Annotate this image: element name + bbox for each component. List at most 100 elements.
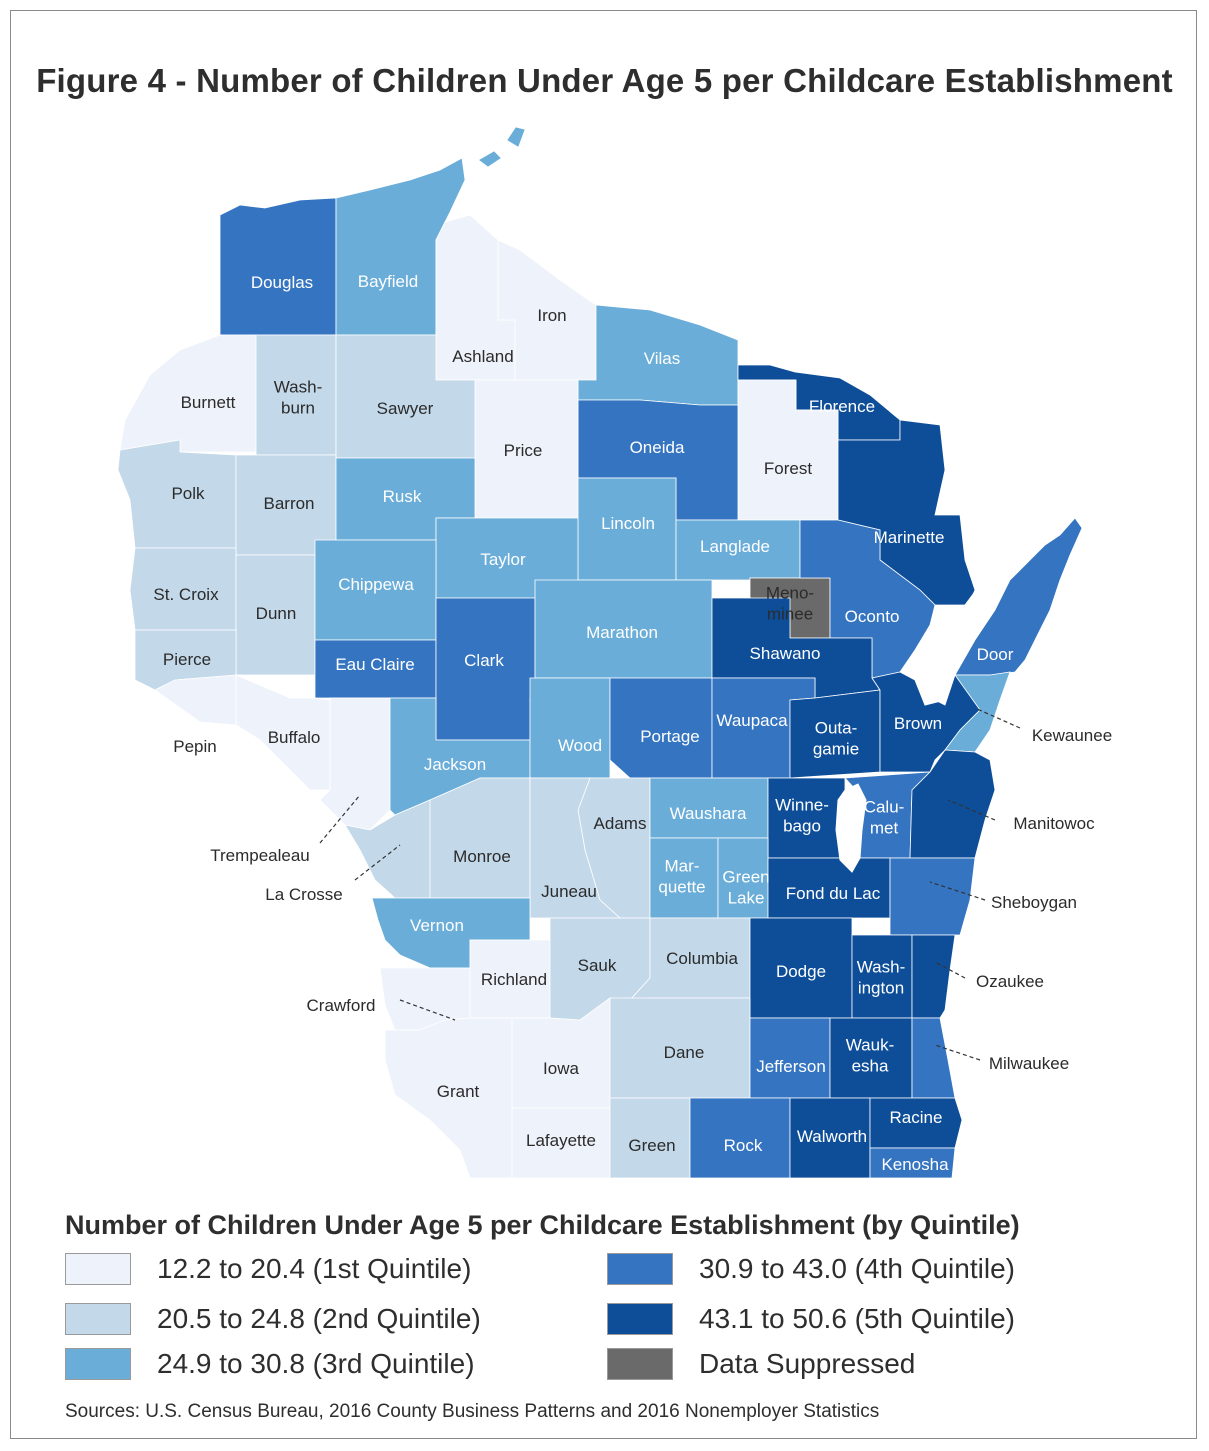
leader-line-kewaunee xyxy=(974,707,1021,729)
county-burnett xyxy=(119,334,257,453)
legend-label: 30.9 to 43.0 (4th Quintile) xyxy=(699,1253,1015,1284)
county-label-wash-ington: Wash-ington xyxy=(857,958,906,998)
county-label-vernon: Vernon xyxy=(410,916,464,935)
legend-label: 20.5 to 24.8 (2nd Quintile) xyxy=(157,1303,481,1334)
county-label-marinette: Marinette xyxy=(874,528,945,547)
county-label-trempealeau: Trempealeau xyxy=(210,846,310,865)
county-trempealeau xyxy=(319,697,391,831)
county-label-chippewa: Chippewa xyxy=(338,575,414,594)
apostle-island-2 xyxy=(507,127,525,147)
county-manitowoc xyxy=(909,749,996,859)
legend-swatch xyxy=(65,1348,131,1380)
leader-line-milwaukee xyxy=(934,1044,981,1061)
leader-line-crawford xyxy=(399,999,456,1021)
county-label-wood: Wood xyxy=(558,736,602,755)
county-racine xyxy=(869,1097,963,1149)
county-label-milwaukee: Milwaukee xyxy=(989,1054,1069,1073)
leader-line-ozaukee xyxy=(934,961,966,979)
county-label-green: Green xyxy=(628,1136,675,1155)
legend-swatch xyxy=(65,1253,131,1285)
legend-swatch xyxy=(607,1303,673,1335)
county-door xyxy=(954,517,1083,676)
county-label-sawyer: Sawyer xyxy=(377,399,434,418)
county-label-oneida: Oneida xyxy=(630,438,685,457)
county-labels: Douglas Bayfield Ashland Iron Vilas Florence F… xyxy=(153,272,1112,1174)
county-monroe xyxy=(429,777,531,899)
county-label-ashland: Ashland xyxy=(452,347,513,366)
figure-frame xyxy=(10,10,1197,1439)
county-label-vilas: Vilas xyxy=(644,349,681,368)
leader-line-la-crosse xyxy=(354,844,401,881)
county-shapes xyxy=(117,157,1083,1179)
county-label-douglas: Douglas xyxy=(251,273,313,292)
county-label-dane: Dane xyxy=(664,1043,705,1062)
county-label-monroe: Monroe xyxy=(453,847,511,866)
county-milwaukee xyxy=(911,1017,956,1099)
water-bodies xyxy=(479,127,993,873)
legend-item-5: 43.1 to 50.6 (5th Quintile) xyxy=(607,1303,1015,1335)
legend-label: 12.2 to 20.4 (1st Quintile) xyxy=(157,1253,472,1284)
county-label-marathon: Marathon xyxy=(586,623,658,642)
county-label-winne-bago: Winne-bago xyxy=(775,796,829,836)
county-label-calu-met: Calu-met xyxy=(864,798,905,838)
county-label-iowa: Iowa xyxy=(543,1059,579,1078)
county-kewaunee xyxy=(944,671,1011,753)
county-sheboygan xyxy=(889,857,976,936)
county-kenosha xyxy=(869,1147,956,1179)
county-label-rock: Rock xyxy=(724,1136,763,1155)
apostle-island-1 xyxy=(479,151,501,167)
county-label-jackson: Jackson xyxy=(424,755,486,774)
county-label-barron: Barron xyxy=(263,494,314,513)
county-label-price: Price xyxy=(504,441,543,460)
county-label-shawano: Shawano xyxy=(750,644,821,663)
county-label-taylor: Taylor xyxy=(480,550,526,569)
county-oconto xyxy=(799,519,936,679)
county-label-wauk-esha: Wauk-esha xyxy=(846,1036,895,1076)
county-label-grant: Grant xyxy=(437,1082,480,1101)
county-label-wash-burn: Wash-burn xyxy=(274,378,323,418)
county-label-richland: Richland xyxy=(481,970,547,989)
county-label-racine: Racine xyxy=(890,1108,943,1127)
county-label-ozaukee: Ozaukee xyxy=(976,972,1044,991)
county-label-pierce: Pierce xyxy=(163,650,211,669)
county-label-kenosha: Kenosha xyxy=(881,1155,949,1174)
legend-label: 43.1 to 50.6 (5th Quintile) xyxy=(699,1303,1015,1334)
county-label-iron: Iron xyxy=(537,306,566,325)
county-label-waushara: Waushara xyxy=(670,804,747,823)
county-wash-ington xyxy=(851,934,913,1019)
county-label-greenlake: Green Lake xyxy=(722,868,769,908)
county-label-florence: Florence xyxy=(809,397,875,416)
county-label-mar-quette: Mar-quette xyxy=(658,857,705,897)
county-label-jefferson: Jefferson xyxy=(756,1057,826,1076)
county-label-columbia: Columbia xyxy=(666,949,738,968)
county-label-door: Door xyxy=(977,645,1014,664)
county-ozaukee xyxy=(911,934,956,1019)
county-label-adams: Adams xyxy=(594,814,647,833)
county-label-la-crosse: La Crosse xyxy=(265,885,342,904)
county-label-outa-gamie: Outa-gamie xyxy=(813,719,859,759)
county-label-brown: Brown xyxy=(894,714,942,733)
county-label-eau-claire: Eau Claire xyxy=(335,655,414,674)
county-label-lincoln: Lincoln xyxy=(601,514,655,533)
county-label-manitowoc: Manitowoc xyxy=(1013,814,1095,833)
source-note: Sources: U.S. Census Bureau, 2016 County… xyxy=(65,1401,880,1422)
county-label-st-croix: St. Croix xyxy=(153,585,219,604)
county-label-meno-minee: Meno-minee xyxy=(766,584,814,624)
county-juneau xyxy=(529,777,622,919)
lake-winnebago-water xyxy=(835,783,867,873)
county-label-buffalo: Buffalo xyxy=(268,728,321,747)
leader-line-trempealeau xyxy=(319,794,361,844)
legend-label: Data Suppressed xyxy=(699,1348,916,1379)
county-label-langlade: Langlade xyxy=(700,537,770,556)
county-label-juneau: Juneau xyxy=(541,882,597,901)
county-label-dodge: Dodge xyxy=(776,962,826,981)
county-label-lafayette: Lafayette xyxy=(526,1131,596,1150)
legend-item-2: 20.5 to 24.8 (2nd Quintile) xyxy=(65,1303,481,1335)
county-label-oconto: Oconto xyxy=(845,607,900,626)
legend-item-4: 30.9 to 43.0 (4th Quintile) xyxy=(607,1253,1015,1285)
legend-label: 24.9 to 30.8 (3rd Quintile) xyxy=(157,1348,475,1379)
county-label-clark: Clark xyxy=(464,651,504,670)
legend-swatch xyxy=(607,1253,673,1285)
leader-line-sheboygan xyxy=(929,881,986,901)
